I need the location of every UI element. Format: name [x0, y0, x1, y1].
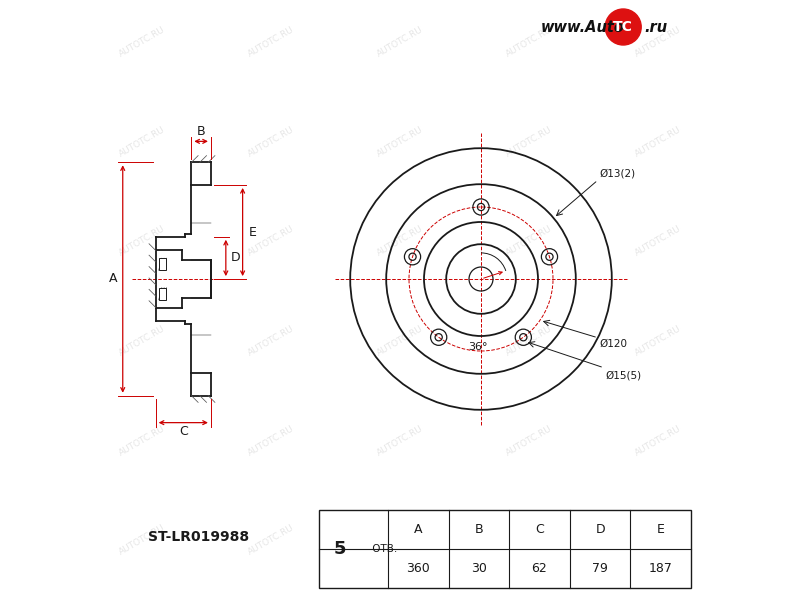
Text: E: E	[248, 226, 256, 239]
Text: 360: 360	[406, 562, 430, 575]
Text: Ø15(5): Ø15(5)	[606, 371, 642, 381]
Text: AUTOTC.RU: AUTOTC.RU	[504, 224, 554, 258]
Text: AUTOTC.RU: AUTOTC.RU	[246, 25, 296, 59]
Text: AUTOTC.RU: AUTOTC.RU	[246, 125, 296, 158]
Text: AUTOTC.RU: AUTOTC.RU	[634, 523, 682, 557]
Text: AUTOTC.RU: AUTOTC.RU	[246, 424, 296, 457]
Text: AUTOTC.RU: AUTOTC.RU	[504, 125, 554, 158]
Text: 5: 5	[334, 540, 346, 558]
Polygon shape	[158, 258, 166, 270]
Text: AUTOTC.RU: AUTOTC.RU	[634, 224, 682, 258]
Text: AUTOTC.RU: AUTOTC.RU	[504, 424, 554, 457]
Text: AUTOTC.RU: AUTOTC.RU	[246, 224, 296, 258]
Text: 62: 62	[532, 562, 547, 575]
Text: TC: TC	[614, 20, 633, 34]
Text: AUTOTC.RU: AUTOTC.RU	[504, 523, 554, 557]
Text: Ø120: Ø120	[600, 339, 628, 349]
Text: ST-LR019988: ST-LR019988	[149, 530, 250, 544]
Text: AUTOTC.RU: AUTOTC.RU	[504, 324, 554, 358]
Text: C: C	[179, 425, 188, 438]
Text: AUTOTC.RU: AUTOTC.RU	[634, 424, 682, 457]
Text: AUTOTC.RU: AUTOTC.RU	[118, 224, 166, 258]
Text: AUTOTC.RU: AUTOTC.RU	[375, 523, 425, 557]
Text: AUTOTC.RU: AUTOTC.RU	[375, 25, 425, 59]
Circle shape	[606, 9, 642, 45]
Text: D: D	[595, 523, 605, 536]
Text: AUTOTC.RU: AUTOTC.RU	[634, 324, 682, 358]
Text: AUTOTC.RU: AUTOTC.RU	[375, 125, 425, 158]
Text: 36°: 36°	[468, 342, 488, 352]
Text: 187: 187	[649, 562, 673, 575]
Text: AUTOTC.RU: AUTOTC.RU	[634, 125, 682, 158]
Text: AUTOTC.RU: AUTOTC.RU	[504, 25, 554, 59]
Text: AUTOTC.RU: AUTOTC.RU	[118, 25, 166, 59]
Text: .ru: .ru	[644, 19, 667, 34]
Text: AUTOTC.RU: AUTOTC.RU	[375, 424, 425, 457]
Text: AUTOTC.RU: AUTOTC.RU	[118, 424, 166, 457]
Text: Ø13(2): Ø13(2)	[600, 168, 636, 178]
Text: B: B	[197, 125, 206, 138]
Text: 79: 79	[592, 562, 608, 575]
Text: AUTOTC.RU: AUTOTC.RU	[375, 224, 425, 258]
Text: E: E	[657, 523, 665, 536]
Polygon shape	[158, 288, 166, 300]
Text: AUTOTC.RU: AUTOTC.RU	[246, 523, 296, 557]
Text: ОТВ.: ОТВ.	[369, 544, 397, 554]
Text: A: A	[414, 523, 422, 536]
Text: AUTOTC.RU: AUTOTC.RU	[634, 25, 682, 59]
Text: AUTOTC.RU: AUTOTC.RU	[118, 125, 166, 158]
Text: A: A	[109, 272, 118, 286]
Text: B: B	[474, 523, 483, 536]
Text: www.Auto: www.Auto	[541, 19, 625, 34]
Text: D: D	[230, 251, 240, 265]
Text: AUTOTC.RU: AUTOTC.RU	[375, 324, 425, 358]
Polygon shape	[319, 510, 691, 588]
Text: C: C	[535, 523, 544, 536]
Text: AUTOTC.RU: AUTOTC.RU	[246, 324, 296, 358]
Text: AUTOTC.RU: AUTOTC.RU	[118, 523, 166, 557]
Text: AUTOTC.RU: AUTOTC.RU	[118, 324, 166, 358]
Text: 30: 30	[471, 562, 487, 575]
